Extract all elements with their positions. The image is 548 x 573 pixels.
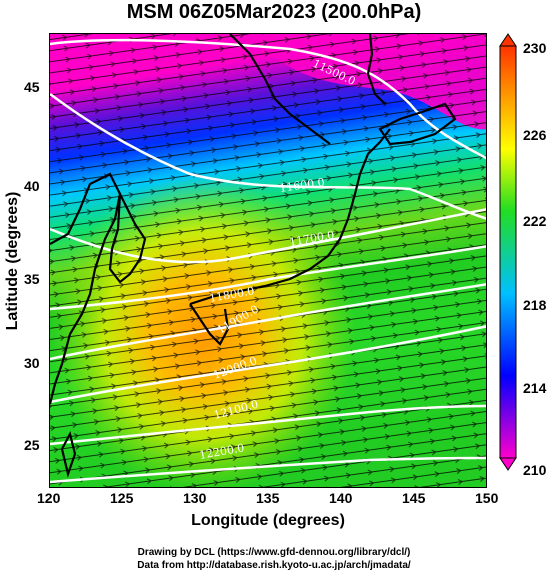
colorbar-gradient	[499, 45, 517, 459]
y-tick-label: 45	[24, 79, 40, 95]
contour-line	[50, 92, 486, 220]
y-tick-label: 30	[24, 355, 40, 371]
contour-label: 11600.0	[279, 176, 326, 195]
contour-line	[50, 283, 486, 361]
colorbar-tick-label: 218	[523, 297, 547, 313]
contour-line	[50, 456, 486, 484]
x-tick-label: 145	[402, 490, 426, 506]
x-tick-label: 130	[183, 490, 207, 506]
y-tick-label: 25	[24, 437, 40, 453]
coastline-asia	[50, 172, 122, 405]
coastline-russia	[229, 34, 331, 145]
contour-line	[50, 245, 486, 311]
map-plot-area: 11500.0 11600.0 11700.0 11800.0 11900.0 …	[49, 33, 487, 488]
coastline-kyushu	[189, 303, 230, 346]
x-tick-label: 135	[256, 490, 280, 506]
colorbar-tick-label: 214	[523, 380, 547, 396]
x-tick-label: 140	[329, 490, 353, 506]
credits-line-1: Drawing by DCL (https://www.gfd-dennou.o…	[137, 547, 411, 558]
coastline-hokkaido	[378, 102, 457, 146]
height-contours	[50, 38, 486, 484]
coastline-sakhalin	[366, 34, 386, 105]
x-tick-label: 120	[37, 490, 61, 506]
credits-line-2: Data from http://database.rish.kyoto-u.a…	[137, 560, 411, 571]
colorbar-tick-label: 222	[523, 213, 547, 229]
colorbar-tick-label: 210	[523, 462, 547, 478]
map-svg: 11500.0 11600.0 11700.0 11800.0 11900.0 …	[50, 34, 486, 487]
y-tick-label: 35	[24, 271, 40, 287]
map-title: MSM 06Z05Mar2023 (200.0hPa)	[126, 1, 422, 23]
colorbar	[499, 33, 517, 471]
coastlines	[50, 34, 457, 478]
contour-line	[50, 325, 486, 404]
contour-line	[50, 38, 486, 160]
wind-streamlines	[50, 34, 486, 487]
colorbar-bottom-arrow	[499, 457, 517, 471]
colorbar-top-arrow	[499, 33, 517, 47]
coastline-japan	[189, 128, 391, 306]
x-axis-title: Longitude (degrees)	[191, 512, 345, 529]
contour-line	[50, 404, 486, 446]
y-tick-label: 40	[24, 178, 40, 194]
coastline-taiwan	[60, 430, 77, 478]
colorbar-tick-label: 226	[523, 127, 547, 143]
x-tick-label: 125	[110, 490, 134, 506]
y-axis-title: Latitude (degrees)	[4, 191, 21, 331]
colorbar-tick-label: 230	[523, 40, 547, 56]
x-tick-label: 150	[475, 490, 499, 506]
coastline-korea	[108, 189, 147, 284]
